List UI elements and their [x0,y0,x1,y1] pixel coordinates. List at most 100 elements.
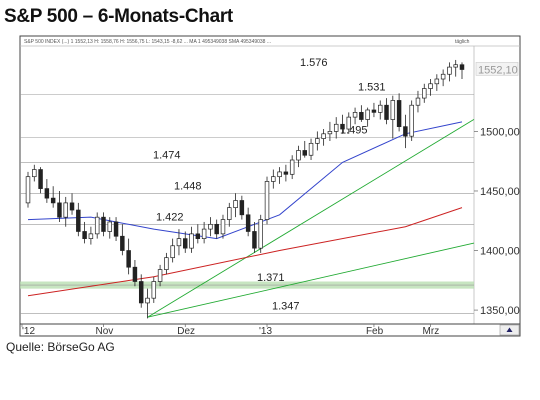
candle [447,66,452,75]
x-tick-label: '12 [22,326,35,337]
candle [214,223,219,235]
candle [82,231,87,239]
candle [302,150,307,156]
candle [88,233,94,239]
candle [44,188,50,199]
candle [396,100,402,128]
candle [63,202,68,218]
header-info: S&P 500 INDEX (...) 1 1552,13 H: 1558,76… [24,39,271,45]
trend-lines [147,119,475,318]
level-label: 1.422 [156,211,184,223]
y-tick-label: 1450,00 [480,186,520,198]
level-label: 1.448 [174,180,202,192]
x-axis-ticks: '12 Nov Dez '13 Feb Mrz [21,324,440,337]
x-tick-label: '13 [259,326,272,337]
candle [189,233,194,249]
candle [403,126,408,137]
candle [239,200,245,216]
candle [208,223,213,230]
candle [245,214,251,232]
y-axis-ticks: 1350,00 1400,00 1450,00 1500,00 [474,126,520,317]
y-tick-label: 1350,00 [480,305,520,317]
candles [25,59,465,319]
candle [352,112,358,118]
candle [252,231,257,249]
level-label: 1.371 [257,272,285,284]
level-label: 1.347 [272,301,300,313]
candle [271,176,276,182]
candle [340,123,345,130]
candle [289,159,295,175]
candle [32,169,37,178]
candle [346,116,352,130]
candle [409,104,414,137]
level-label: 1.474 [153,149,181,161]
candle [308,142,314,156]
level-label: 1.531 [358,81,386,93]
candle [201,228,207,239]
candle [277,171,282,178]
candle [359,112,364,120]
candle [126,250,131,268]
candle [365,109,370,120]
candle [440,73,446,80]
candle [371,109,377,113]
x-tick-label: Mrz [423,326,440,337]
candle [283,171,289,175]
candle [227,207,232,220]
candle [164,257,169,270]
candle [157,269,163,282]
y-tick-label: 1400,00 [480,246,520,258]
candle [377,104,383,113]
candle [327,131,333,135]
trend_up_1-line [147,119,475,318]
chart-frame [19,35,521,337]
candle [94,216,100,235]
candle [120,235,125,251]
candle [415,97,421,106]
candle [151,281,157,299]
candle [138,281,144,304]
candle [264,181,270,220]
candle [434,78,440,85]
x-tick-label: Dez [177,326,195,337]
candle [69,202,75,211]
candle [333,123,339,132]
candle [76,209,81,232]
candle [296,150,301,161]
candle [107,221,113,232]
level-lines [20,94,474,314]
candle [233,200,238,209]
candle [38,169,43,189]
candle [145,297,150,304]
candle [132,266,138,282]
x-tick-label: Nov [95,326,113,337]
candle [321,133,326,139]
candle [459,64,465,70]
header-right: täglich [455,39,470,45]
candle [453,64,458,68]
candle [422,88,427,99]
candle [258,219,263,249]
candle [384,104,389,120]
last-price-box [475,62,519,76]
candle [220,219,226,235]
level-labels: 1.576 1.531 1.495 1.474 1.448 1.422 1.371 1.347 [153,57,386,313]
source-note: Quelle: BörseGo AG [6,340,115,354]
candle [183,238,188,249]
candle [170,245,175,259]
trend_up_2-line [147,242,475,318]
candle [113,221,119,237]
y-tick-label: 1500,00 [480,126,520,138]
x-tick-label: Feb [366,326,384,337]
candle [57,202,62,218]
candle [315,138,320,144]
candle [176,238,182,247]
candle [195,233,201,239]
candle [50,197,56,204]
level-label: 1.495 [340,124,368,136]
level-label: 1.576 [300,57,328,69]
candle [101,216,106,232]
chart-title: S&P 500 – 6-Monats-Chart [4,6,233,27]
